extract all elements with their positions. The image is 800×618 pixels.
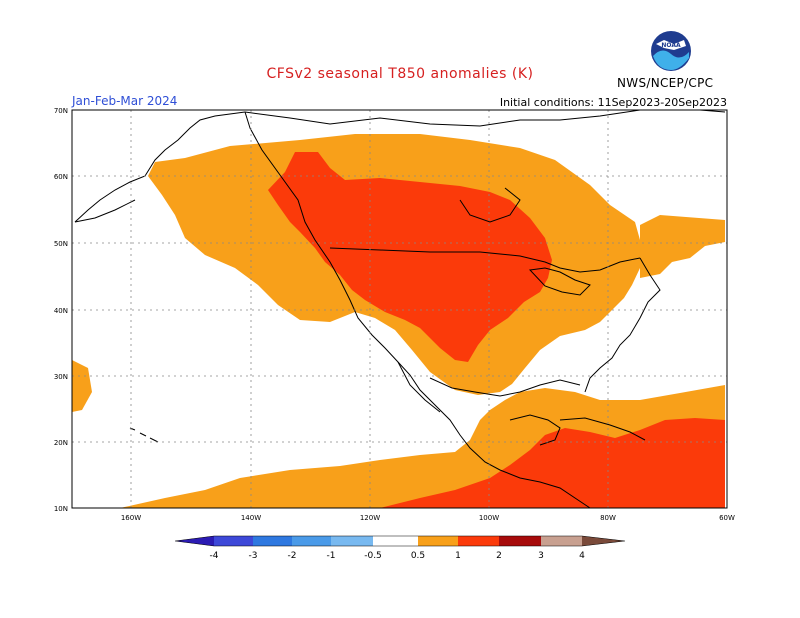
- colorbar-label: -3: [249, 551, 258, 561]
- lat-label: 10N: [54, 505, 68, 513]
- lon-labels: 160W 140W 120W 100W 80W 60W: [121, 514, 735, 522]
- lat-label: 50N: [54, 240, 68, 248]
- alaska-coast: [74, 111, 246, 223]
- lat-label: 60N: [54, 173, 68, 181]
- hudson-bay: [459, 187, 521, 223]
- colorbar: [174, 535, 626, 547]
- great-lakes: [528, 267, 591, 296]
- colorbar-label: -4: [210, 551, 219, 561]
- organization-label: NWS/NCEP/CPC: [617, 76, 714, 90]
- lat-label: 20N: [54, 439, 68, 447]
- colorbar-label: -2: [288, 551, 297, 561]
- graticule: [72, 110, 727, 508]
- lon-label: 60W: [719, 514, 735, 522]
- lon-label: 80W: [600, 514, 616, 522]
- colorbar-left-arrow: [175, 536, 214, 546]
- colorbar-cell: [253, 536, 292, 546]
- mexico-baja: [397, 361, 441, 413]
- colorbar-cell: [499, 536, 541, 546]
- red-west-canada-us: [268, 152, 552, 362]
- colorbar-cell: [373, 536, 418, 546]
- colorbar-labels: -4 -3 -2 -1 -0.5 0.5 1 2 3 4: [210, 551, 586, 561]
- colorbar-cell: [541, 536, 582, 546]
- map-frame: [71, 109, 728, 509]
- colorbar-right-arrow: [582, 536, 625, 546]
- colorbar-label: 4: [579, 551, 585, 561]
- lat-label: 70N: [54, 107, 68, 115]
- red-southern-band: [380, 418, 725, 508]
- map-title: CFSv2 seasonal T850 anomalies (K): [266, 66, 534, 82]
- coastlines: [74, 109, 726, 509]
- colorbar-label: 3: [538, 551, 544, 561]
- lon-label: 160W: [121, 514, 141, 522]
- colorbar-cell: [292, 536, 331, 546]
- colorbar-cell: [214, 536, 253, 546]
- hawaii: [129, 427, 159, 443]
- canada-arctic: [244, 109, 726, 127]
- alaska-islands: [74, 199, 136, 223]
- noaa-logo-icon: NOAA: [651, 31, 691, 71]
- cuba: [559, 417, 646, 441]
- colorbar-label: 1: [455, 551, 461, 561]
- lon-label: 120W: [360, 514, 380, 522]
- orange-hawaii-west: [72, 360, 92, 412]
- colorbar-label: 0.5: [411, 551, 425, 561]
- colorbar-label: -1: [327, 551, 336, 561]
- east-coast: [584, 257, 661, 393]
- logo-text: NOAA: [661, 42, 681, 49]
- initial-conditions-label: Initial conditions: 11Sep2023-20Sep2023: [499, 96, 727, 109]
- us-canada-border: [329, 247, 641, 273]
- lon-label: 100W: [479, 514, 499, 522]
- lat-label: 40N: [54, 307, 68, 315]
- orange-east-atlantic: [640, 215, 725, 278]
- gulf-coast: [429, 377, 581, 397]
- lat-label: 30N: [54, 373, 68, 381]
- lon-label: 140W: [241, 514, 261, 522]
- colorbar-label: -0.5: [364, 551, 382, 561]
- anomaly-red-regions: [268, 152, 725, 508]
- yucatan: [509, 414, 561, 446]
- colorbar-cell: [418, 536, 458, 546]
- lat-labels: 70N 60N 50N 40N 30N 20N 10N: [54, 107, 68, 513]
- colorbar-cell: [458, 536, 499, 546]
- season-label: Jan-Feb-Mar 2024: [72, 94, 178, 108]
- colorbar-cell: [331, 536, 373, 546]
- colorbar-label: 2: [496, 551, 502, 561]
